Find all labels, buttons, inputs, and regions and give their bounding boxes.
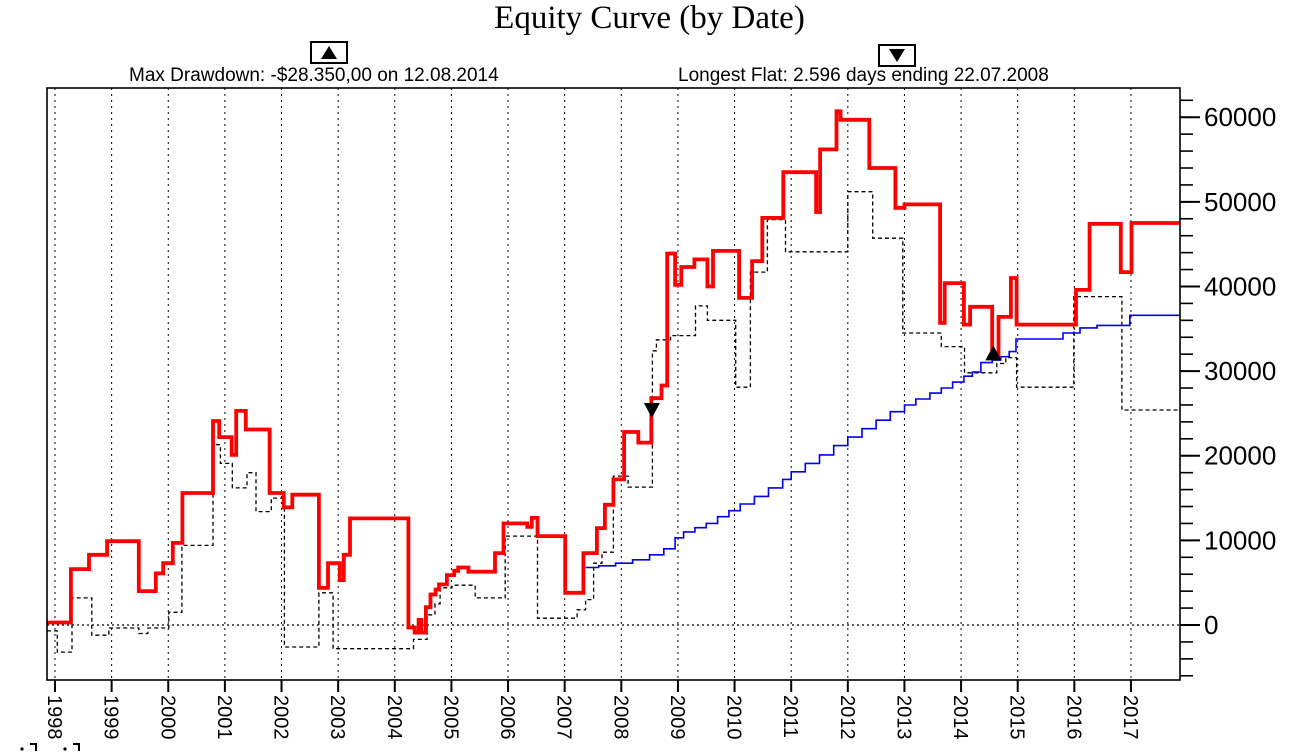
plot-border xyxy=(46,87,1181,681)
triangle-down-icon xyxy=(889,49,905,62)
y-axis-label: 20000 xyxy=(1204,441,1276,471)
y-axis-label: 50000 xyxy=(1204,187,1276,217)
x-axis-label: 2006 xyxy=(496,695,518,740)
x-axis-label: 2010 xyxy=(723,695,745,740)
cropped-label-fragment xyxy=(63,747,67,751)
triangle-up-icon xyxy=(321,46,337,59)
longest-flat-annotation: Longest Flat: 2.596 days ending 22.07.20… xyxy=(678,65,1049,86)
x-axis-label: 1998 xyxy=(43,695,65,740)
x-axis-label: 2015 xyxy=(1006,695,1028,740)
max-drawdown-point-marker xyxy=(985,345,1002,361)
x-axis-label: 2000 xyxy=(156,695,178,740)
x-axis-label: 2012 xyxy=(836,695,858,740)
y-axis-label: 0 xyxy=(1204,610,1218,640)
equity-main-curve xyxy=(47,109,1181,635)
equity-benchmark-curve xyxy=(585,314,1181,569)
x-axis-label: 2016 xyxy=(1062,695,1084,740)
x-axis-label: 2003 xyxy=(326,695,348,740)
x-axis-label: 2009 xyxy=(666,695,688,740)
y-axis-label: 60000 xyxy=(1204,102,1276,132)
x-axis-label: 2014 xyxy=(949,695,971,740)
cropped-label-fragment xyxy=(73,743,80,751)
x-axis-label: 2011 xyxy=(779,695,801,738)
x-axis-label: 2007 xyxy=(553,695,575,740)
cropped-label-fragment xyxy=(20,747,24,751)
x-axis-label: 1999 xyxy=(100,695,122,740)
max-drawdown-legend-box xyxy=(310,41,348,64)
x-axis-label: 2013 xyxy=(892,695,914,740)
y-axis-label: 30000 xyxy=(1204,356,1276,386)
x-axis-label: 2001 xyxy=(213,695,235,740)
x-axis-label: 2008 xyxy=(609,695,631,740)
page-title: Equity Curve (by Date) xyxy=(494,0,805,36)
y-axis-label: 40000 xyxy=(1204,271,1276,301)
longest-flat-end-marker xyxy=(643,403,660,419)
y-axis-label: 10000 xyxy=(1204,525,1276,555)
x-axis-label: 2004 xyxy=(383,695,405,740)
longest-flat-legend-box xyxy=(878,44,916,67)
x-axis-label: 2002 xyxy=(270,695,292,740)
cropped-label-fragment xyxy=(30,743,37,751)
x-axis-label: 2017 xyxy=(1119,695,1141,740)
equity-dashed-curve xyxy=(47,191,1181,653)
x-axis-label: 2005 xyxy=(439,695,461,740)
max-drawdown-annotation: Max Drawdown: -$28.350,00 on 12.08.2014 xyxy=(129,65,499,86)
